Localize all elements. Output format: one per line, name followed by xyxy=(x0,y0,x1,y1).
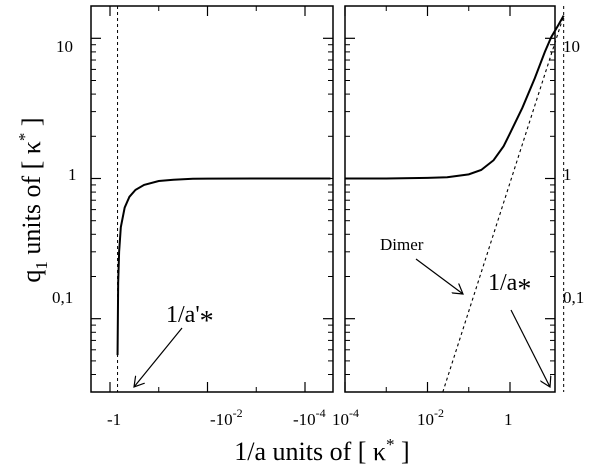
annotation-right-arrow xyxy=(510,309,550,387)
data-layer xyxy=(116,6,565,393)
dimer-arrow xyxy=(415,258,463,294)
annotation-left: 1/a'* xyxy=(166,302,214,337)
y-title-sup: * xyxy=(15,133,34,142)
series-line-dimer xyxy=(442,15,565,393)
annotation-left-main: 1/a' xyxy=(166,302,200,328)
annotation-left-sub: * xyxy=(200,306,214,337)
annotation-right: 1/a* xyxy=(488,270,531,305)
y-title-sub: 1 xyxy=(32,261,51,270)
xtick-label-left-m2: -10-2 xyxy=(210,406,243,429)
series-line-left xyxy=(116,177,331,356)
xtick-left-m2-base: -10 xyxy=(210,410,233,429)
annotation-right-sub: * xyxy=(517,274,531,305)
dimer-label: Dimer xyxy=(380,235,424,254)
xtick-label-left-1: -1 xyxy=(107,410,121,429)
xtick-left-m2-sup: -2 xyxy=(233,406,243,420)
xtick-left-m4-sup: -4 xyxy=(316,406,326,420)
x-title-main: 1/a units of [ κ xyxy=(234,437,386,466)
right-panel-frame xyxy=(344,5,556,393)
series-line-right xyxy=(345,15,565,180)
x-axis-title: 1/a units of [ κ* ] xyxy=(234,435,409,466)
ytick-label-left-10: 10 xyxy=(56,37,73,56)
xtick-label-right-m4: 10-4 xyxy=(332,406,359,429)
xtick-right-m2-base: 10 xyxy=(417,410,434,429)
annotation-right-main: 1/a xyxy=(488,270,518,296)
ytick-label-left-0.1: 0,1 xyxy=(52,288,73,307)
xtick-label-right-m2: 10-2 xyxy=(417,406,444,429)
x-title-sup: * xyxy=(386,435,395,454)
y-title-main: q xyxy=(17,270,46,283)
ytick-label-right-10: 10 xyxy=(563,37,580,56)
left-panel-frame xyxy=(90,5,334,393)
ytick-label-right-0.1: 0,1 xyxy=(563,288,584,307)
ytick-label-right-1: 1 xyxy=(563,165,572,184)
xtick-right-m2-sup: -2 xyxy=(434,406,444,420)
xtick-label-left-m4: -10-4 xyxy=(293,406,326,429)
y-title-end: ] xyxy=(17,117,46,132)
xtick-right-m4-sup: -4 xyxy=(349,406,359,420)
x-title-end: ] xyxy=(395,437,410,466)
xtick-label-right-1: 1 xyxy=(504,410,513,429)
xtick-left-m4-base: -10 xyxy=(293,410,316,429)
ytick-label-left-1: 1 xyxy=(68,165,77,184)
y-axis-title: q1 units of [ κ* ] xyxy=(15,117,51,282)
annotation-left-arrow xyxy=(134,327,183,387)
y-title-rest: units of [ κ xyxy=(17,141,46,261)
ticks-layer xyxy=(91,6,555,392)
xtick-right-m4-base: 10 xyxy=(332,410,349,429)
